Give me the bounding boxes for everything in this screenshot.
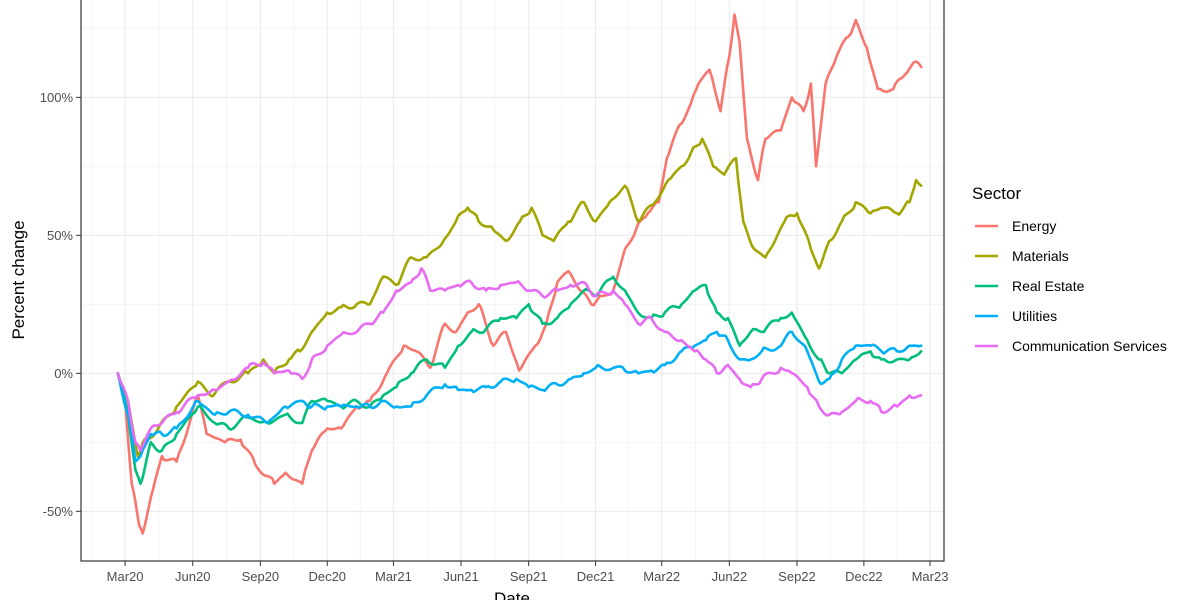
- legend-label-energy: Energy: [1012, 218, 1056, 234]
- x-axis-title: Date: [494, 589, 530, 600]
- x-tick-label: Mar22: [643, 569, 680, 584]
- series-lines: [116, 13, 923, 535]
- x-tick-label: Sep22: [778, 569, 816, 584]
- legend-label-communication-services: Communication Services: [1012, 338, 1167, 354]
- x-tick-label: Jun22: [712, 569, 747, 584]
- series-line-materials: [116, 137, 923, 458]
- x-tick-label: Jun21: [443, 569, 478, 584]
- series-line-communication-services: [116, 267, 923, 452]
- x-tick-label: Dec22: [845, 569, 883, 584]
- y-tick-label: -50%: [43, 504, 74, 519]
- plot-panel: [81, 0, 944, 561]
- legend: Sector Energy Materials Real Estate Utiliti…: [972, 184, 1167, 354]
- x-axis: Mar20 Jun20 Sep20 Dec20 Mar21 Jun21 Sep21 Dec21…: [107, 561, 949, 584]
- x-tick-label: Mar20: [107, 569, 144, 584]
- y-tick-label: 0%: [54, 366, 73, 381]
- y-axis-title: Percent change: [9, 220, 28, 339]
- y-tick-label: 100%: [40, 90, 74, 105]
- x-tick-label: Dec21: [577, 569, 615, 584]
- series-line-energy: [116, 13, 923, 535]
- legend-label-utilities: Utilities: [1012, 308, 1057, 324]
- legend-title: Sector: [972, 184, 1021, 203]
- x-tick-label: Dec20: [308, 569, 346, 584]
- x-tick-label: Jun20: [175, 569, 210, 584]
- x-tick-label: Mar23: [912, 569, 949, 584]
- y-axis: -50% 0% 50% 100%: [40, 90, 81, 519]
- x-tick-label: Sep20: [242, 569, 280, 584]
- legend-label-real-estate: Real Estate: [1012, 278, 1085, 294]
- series-line-utilities: [116, 330, 923, 463]
- major-gridlines: [81, 0, 944, 561]
- y-tick-label: 50%: [47, 228, 73, 243]
- x-tick-label: Mar21: [375, 569, 412, 584]
- plot-panel-border: [80, 0, 945, 562]
- legend-label-materials: Materials: [1012, 248, 1069, 264]
- x-tick-label: Sep21: [510, 569, 548, 584]
